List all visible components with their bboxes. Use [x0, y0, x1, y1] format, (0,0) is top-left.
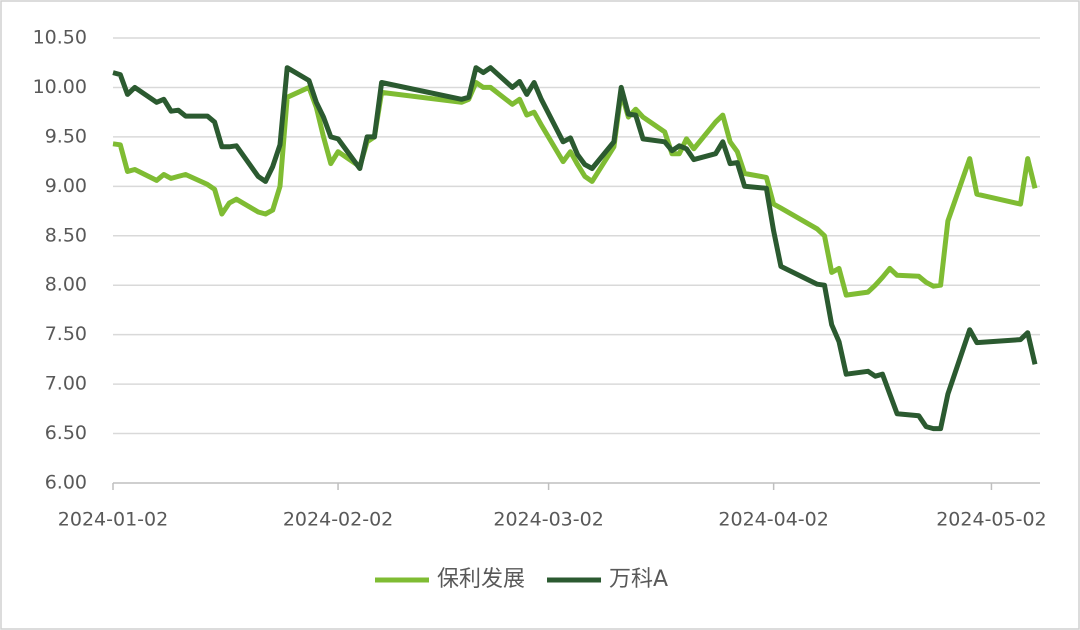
y-tick-label: 8.00	[45, 274, 87, 296]
y-tick-label: 9.50	[45, 125, 87, 147]
y-tick-label: 9.00	[45, 175, 87, 197]
y-tick-label: 6.00	[45, 472, 87, 494]
y-tick-label: 6.50	[45, 422, 87, 444]
x-tick-label: 2024-02-02	[283, 509, 393, 531]
y-tick-label: 7.50	[45, 323, 87, 345]
x-tick-label: 2024-04-02	[718, 509, 828, 531]
legend-label: 保利发展	[437, 567, 525, 592]
line-series	[112, 65, 1038, 432]
x-tick-label: 2024-01-02	[58, 509, 168, 531]
legend-label: 万科A	[609, 567, 668, 592]
y-tick-label: 10.50	[33, 27, 87, 49]
line-series	[112, 80, 1038, 298]
y-tick-label: 10.00	[33, 76, 87, 98]
y-tick-label: 7.00	[45, 373, 87, 395]
x-tick-label: 2024-03-02	[493, 509, 603, 531]
x-tick-label: 2024-05-02	[936, 509, 1046, 531]
y-tick-label: 8.50	[45, 224, 87, 246]
